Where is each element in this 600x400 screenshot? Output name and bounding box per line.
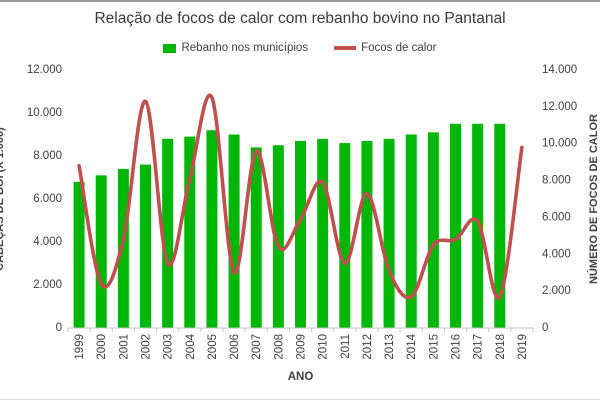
bar-2009 [295,140,306,328]
line-focos-de-calor [77,93,524,300]
x-tick-label: 2002 [141,334,153,360]
bar-2017 [472,123,484,328]
bar-2006 [228,134,240,328]
bar-2015 [427,132,439,328]
bar-2016 [450,123,461,328]
legend-label-focos: Focos de calor [361,42,437,54]
bar-2013 [383,138,395,328]
x-tick-label: 2017 [473,334,485,360]
y-tick-label-left: 8.000 [33,150,62,162]
y-tick-label-right: 4.000 [542,248,571,260]
x-tick-label: 2008 [273,334,285,360]
chart-legend: Rebanho nos municípios Focos de calor [0,39,600,57]
right-axis-title: NÚMERO DE FOCOS DE CALOR [587,114,600,284]
x-tick-label: 2011 [340,334,352,359]
bar-2012 [361,140,373,328]
y-tick-label-right: 10.000 [542,138,577,150]
x-tick-label: 2015 [428,334,440,360]
y-tick-label-right: 8.000 [542,175,571,187]
bar-2014 [405,134,417,328]
bar-series-swatch-icon [163,43,177,53]
x-tick-label: 2012 [362,334,374,360]
x-tick-label: 2003 [163,334,175,360]
bar-2005 [206,130,218,328]
y-tick-label-right: 14.000 [542,64,577,76]
x-tick-label: 2019 [517,334,529,360]
line-series-swatch-icon [334,46,357,50]
bar-2010 [317,138,329,328]
bar-2011 [339,143,351,328]
x-tick-label: 1999 [74,334,86,360]
x-tick-label: 2006 [229,334,241,360]
y-tick-label-left: 6.000 [33,193,62,205]
x-tick-label: 2010 [318,334,330,360]
bar-1999 [73,181,85,328]
x-tick-label: 2013 [384,334,396,360]
x-axis-title: ANO [288,371,314,383]
chart-title: Relação de focos de calor com rebanho bo… [94,10,506,27]
x-tick-label: 2007 [251,334,263,360]
bar-2008 [272,145,284,328]
x-tick-label: 2018 [495,334,507,360]
x-tick-label: 2005 [207,334,219,360]
bar-2002 [140,164,151,328]
bar-2004 [184,136,196,328]
bar-2018 [494,123,506,328]
y-tick-label-left: 10.000 [27,107,62,119]
legend-item-focos: Focos de calor [334,42,437,54]
x-tick-label: 2016 [451,334,463,360]
x-tick-label: 2014 [406,333,418,359]
y-tick-label-left: 0 [56,322,62,334]
bar-2007 [250,147,262,328]
bar-2000 [95,175,107,328]
x-tick-label: 2000 [96,334,108,360]
legend-label-rebanho: Rebanho nos municípios [181,42,309,54]
y-tick-label-right: 2.000 [542,285,571,297]
y-tick-label-right: 12.000 [542,101,577,113]
y-tick-label-right: 0 [542,322,548,334]
bar-2001 [117,168,129,328]
legend-item-rebanho: Rebanho nos municípios [163,42,308,54]
bar-2003 [162,138,174,328]
left-axis-title: CABEÇAS DE BOI (X 1.000) [0,127,6,271]
x-tick-label: 2009 [296,334,308,360]
y-tick-label-left: 4.000 [33,236,62,248]
y-tick-label-right: 6.000 [542,211,571,223]
y-tick-label-left: 12.000 [27,64,62,76]
x-tick-label: 2001 [118,334,130,360]
y-tick-label-left: 2.000 [33,279,62,291]
x-tick-label: 2004 [185,333,197,359]
